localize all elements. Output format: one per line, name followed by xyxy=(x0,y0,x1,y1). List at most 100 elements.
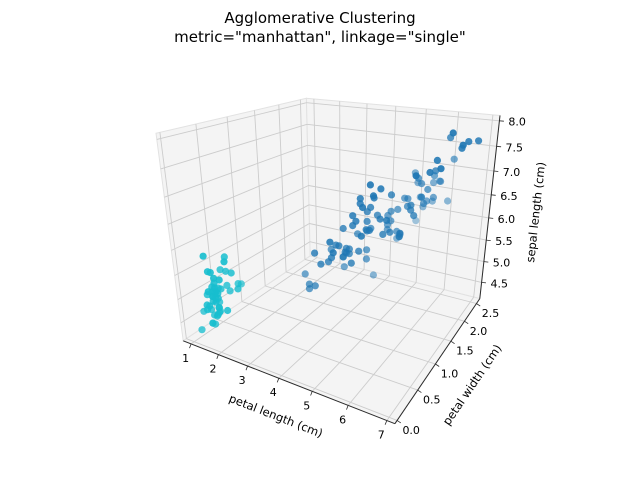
grid-line xyxy=(190,257,318,345)
data-point xyxy=(212,320,220,328)
grid-line xyxy=(171,185,309,251)
data-point xyxy=(227,269,235,277)
data-point xyxy=(362,255,370,263)
x-tick-label: 4 xyxy=(270,386,277,399)
y-tick-label: 1.0 xyxy=(441,368,459,381)
grid-line xyxy=(311,282,417,392)
y-tick xyxy=(435,363,440,367)
data-point xyxy=(352,217,360,225)
x-tick xyxy=(216,354,219,359)
grid-line xyxy=(363,103,368,270)
grid-line xyxy=(177,223,310,300)
z-tick-label: 7.0 xyxy=(503,166,521,179)
z-tick xyxy=(481,282,487,284)
y-tick-label: 2.0 xyxy=(470,325,488,338)
data-point xyxy=(198,326,206,334)
data-point xyxy=(363,246,371,254)
data-point xyxy=(394,205,402,213)
y-axis-line xyxy=(394,298,481,424)
data-point xyxy=(341,248,349,256)
data-point xyxy=(215,276,223,284)
data-point xyxy=(311,249,319,257)
grid-line xyxy=(156,102,307,140)
z-axis-label: sepal length (cm) xyxy=(523,161,548,263)
data-point xyxy=(216,266,224,274)
grid-line xyxy=(443,111,460,290)
data-point xyxy=(429,193,437,201)
x-tick xyxy=(189,343,192,349)
grid-line xyxy=(386,296,475,421)
chart-title: Agglomerative Clustering xyxy=(224,9,416,27)
data-point xyxy=(386,228,394,236)
grid-line xyxy=(309,223,484,263)
grid-line xyxy=(278,275,390,379)
grid-line xyxy=(308,185,489,219)
data-point xyxy=(339,224,347,233)
data-point xyxy=(433,156,441,164)
data-point xyxy=(363,217,371,225)
data-point xyxy=(449,129,457,137)
data-point xyxy=(459,141,467,149)
y-tick-label: 0.0 xyxy=(402,424,420,437)
data-point xyxy=(347,259,355,267)
data-point xyxy=(215,304,223,312)
z-tick-label: 5.0 xyxy=(493,257,511,270)
x-tick xyxy=(346,405,349,410)
grid-line xyxy=(164,144,308,198)
data-point xyxy=(437,177,445,185)
grid-line xyxy=(159,132,187,339)
y-tick xyxy=(396,420,402,424)
data-point xyxy=(356,195,364,203)
grid-line xyxy=(473,114,494,298)
data-point xyxy=(305,280,313,288)
z-tick xyxy=(488,217,494,219)
grid-line xyxy=(307,144,494,172)
data-point xyxy=(224,306,232,315)
grid-line xyxy=(160,123,308,170)
x-axis-line xyxy=(183,340,396,425)
data-point xyxy=(204,288,212,296)
data-point xyxy=(365,226,373,234)
data-point xyxy=(407,201,415,209)
data-point xyxy=(214,290,222,298)
data-point xyxy=(367,203,375,211)
grid-line xyxy=(388,106,397,276)
x-tick-label: 3 xyxy=(239,374,246,387)
data-point xyxy=(226,287,234,295)
y-tick-label: 1.5 xyxy=(456,345,474,358)
grid-line xyxy=(218,263,341,355)
z-tick-label: 8.0 xyxy=(508,116,526,129)
z-tick-label: 4.5 xyxy=(491,277,509,290)
data-point xyxy=(383,216,391,224)
grid-line xyxy=(285,271,465,322)
x-tick-label: 1 xyxy=(182,352,189,365)
data-point xyxy=(349,212,357,220)
data-point xyxy=(426,168,434,177)
x-tick-label: 2 xyxy=(210,363,217,376)
grid-line xyxy=(307,165,492,196)
data-point xyxy=(412,172,420,180)
data-point xyxy=(366,181,374,189)
grid-line xyxy=(174,204,310,276)
data-point xyxy=(437,165,445,173)
x-tick-label: 5 xyxy=(303,399,310,412)
data-point xyxy=(234,285,242,293)
z-tick-label: 7.5 xyxy=(506,141,524,154)
y-tick-label: 0.5 xyxy=(423,394,441,407)
data-point xyxy=(475,137,483,145)
z-tick-label: 6.5 xyxy=(500,190,518,203)
y-tick-label: 2.5 xyxy=(482,307,500,320)
data-point xyxy=(417,193,426,201)
z-tick-label: 5.5 xyxy=(495,235,513,248)
data-point xyxy=(317,260,325,268)
x-tick xyxy=(384,420,388,425)
data-point xyxy=(220,258,228,266)
data-point xyxy=(326,238,334,246)
x-tick xyxy=(310,391,313,396)
data-point xyxy=(444,197,452,205)
data-point xyxy=(387,191,396,199)
data-point xyxy=(465,138,473,146)
data-point xyxy=(424,185,432,194)
